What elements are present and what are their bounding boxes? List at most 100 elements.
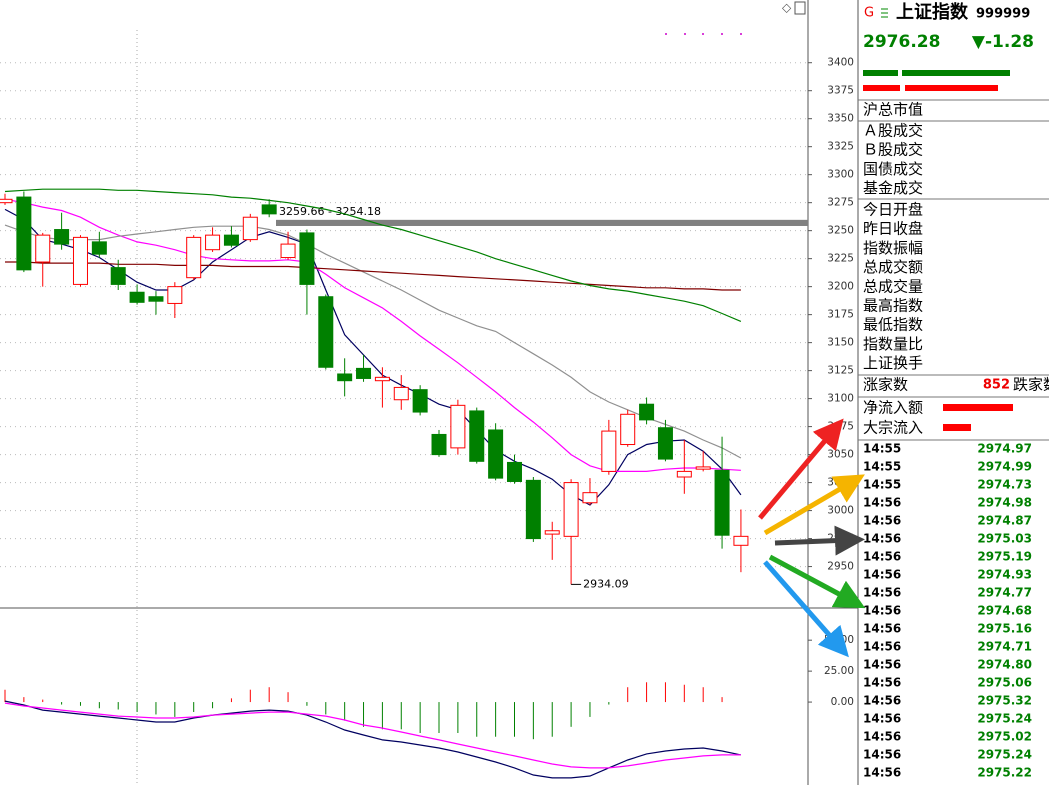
- y-tick-label: 3225: [827, 253, 854, 265]
- arrow: [758, 418, 844, 520]
- candle-body: [72, 236, 88, 285]
- tick-time: 14:55: [863, 460, 901, 474]
- candle-body: [657, 427, 673, 460]
- candle-body: [356, 367, 372, 379]
- tick-price: 2974.68: [977, 604, 1032, 618]
- candle-body: [431, 433, 447, 456]
- tick-time: 14:56: [863, 622, 901, 636]
- candle-body: [733, 535, 749, 546]
- indicator-line: [4, 208, 742, 506]
- tick-time: 14:56: [863, 586, 901, 600]
- candle-body: [393, 386, 409, 401]
- candle-body: [525, 479, 541, 540]
- tick-price: 2975.02: [977, 730, 1032, 744]
- candle-body: [91, 241, 107, 255]
- menu-icon[interactable]: [881, 8, 888, 18]
- low-label: 2934.09: [583, 577, 629, 590]
- y-tick-label: 3050: [827, 449, 854, 461]
- y-tick-label: 3375: [827, 85, 854, 97]
- tick-price: 2975.06: [977, 676, 1032, 690]
- tick-time: 14:56: [863, 568, 901, 582]
- candle-body: [412, 389, 428, 413]
- candle-body: [601, 430, 617, 472]
- candle-body: [450, 404, 466, 449]
- bar: [905, 85, 998, 91]
- candle-body: [488, 429, 504, 479]
- field-label: 总成交量: [863, 277, 923, 295]
- tick-time: 14:56: [863, 694, 901, 708]
- flow-label: 大宗流入: [863, 419, 923, 437]
- arrows: [758, 418, 866, 658]
- icon[interactable]: ◇: [782, 1, 792, 15]
- candle-body: [261, 204, 277, 215]
- candle-body: [676, 470, 692, 478]
- candle-body: [582, 492, 598, 504]
- candle-body: [506, 461, 522, 482]
- index-code: 999999: [976, 7, 1030, 22]
- flow-bar: [943, 404, 1013, 411]
- candle-body: [544, 530, 560, 535]
- field-label: 最低指数: [863, 316, 923, 334]
- indicator-line: [4, 700, 742, 779]
- tick-price: 2974.71: [977, 640, 1032, 654]
- candle-body: [620, 413, 636, 446]
- tick-price: 2974.87: [977, 514, 1032, 528]
- tick-price: 2974.98: [977, 496, 1032, 510]
- y-tick-label: 3100: [827, 393, 854, 405]
- field-label: 今日开盘: [863, 201, 923, 219]
- candle-body: [318, 296, 334, 368]
- candle-body: [148, 296, 164, 302]
- candle-body: [223, 234, 239, 246]
- tick-price: 2974.73: [977, 478, 1032, 492]
- tick-time: 14:56: [863, 712, 901, 726]
- field-label: Ｂ股成交: [863, 141, 923, 159]
- tick-price: 2974.77: [977, 586, 1032, 600]
- tick-price: 2974.97: [977, 442, 1032, 456]
- price-band: [276, 219, 808, 226]
- candle-body: [110, 267, 126, 285]
- field-label: 最高指数: [863, 297, 923, 315]
- field-label: 国债成交: [863, 160, 923, 178]
- tick-price: 2975.22: [977, 766, 1032, 780]
- tick-price: 2975.19: [977, 550, 1032, 564]
- y-tick-label: 3400: [827, 57, 854, 69]
- candle-body: [639, 403, 655, 421]
- separators: [858, 99, 1049, 441]
- candle-body: [695, 466, 711, 470]
- advance-count: 852: [983, 378, 1010, 393]
- candle-body: [129, 291, 145, 303]
- tick-price: 2975.24: [977, 748, 1032, 762]
- candle-body: [337, 373, 353, 382]
- tick-time: 14:55: [863, 442, 901, 456]
- arrow: [768, 554, 866, 609]
- y-tick-label: 3300: [827, 169, 854, 181]
- field-label: 沪总市值: [863, 101, 923, 119]
- dots: [665, 33, 742, 35]
- marker: G: [864, 6, 874, 21]
- tick-price: 2975.24: [977, 712, 1032, 726]
- tick-time: 14:56: [863, 550, 901, 564]
- arrow: [774, 525, 865, 556]
- price: 2976.28: [863, 32, 940, 52]
- tick-time: 14:56: [863, 532, 901, 546]
- tick-time: 14:56: [863, 730, 901, 744]
- y-tick-label: 3150: [827, 337, 854, 349]
- candle-body: [167, 286, 183, 304]
- arrow: [763, 560, 849, 658]
- y-tick-label: 3250: [827, 225, 854, 237]
- tick-time: 14:55: [863, 478, 901, 492]
- candle-body: [242, 216, 258, 241]
- change: ▼-1.28: [972, 32, 1034, 52]
- tick-time: 14:56: [863, 766, 901, 780]
- tick-time: 14:56: [863, 496, 901, 510]
- icon[interactable]: [794, 1, 806, 15]
- candle-body: [280, 243, 296, 259]
- quote-panel: G 上证指数 999999 2976.28 ▼-1.28 涨家数 852 跌家数…: [857, 0, 1049, 785]
- candle-body: [35, 234, 51, 263]
- tick-price: 2975.03: [977, 532, 1032, 546]
- field-label: Ａ股成交: [863, 122, 923, 140]
- y-tick-label: 3200: [827, 281, 854, 293]
- candle-body: [299, 232, 315, 285]
- bar: [902, 70, 1010, 76]
